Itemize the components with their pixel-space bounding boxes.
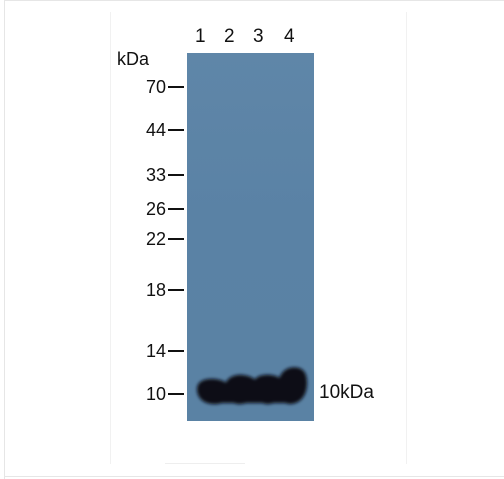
lane-label-3: 3 [253,26,264,47]
lane-label-2: 2 [224,26,235,47]
top-frame-border [4,0,504,1]
marker-value: 10 [145,384,166,404]
lane-label-4: 4 [284,26,295,47]
blot-membrane [187,53,314,421]
marker-unit-label: kDa [117,49,150,69]
marker-value: 33 [145,165,166,185]
marker-22: 22 [146,230,184,248]
marker-value: 70 [145,77,166,97]
band-connector [209,383,297,403]
marker-44: 44 [146,121,184,139]
marker-value: 22 [145,229,166,249]
marker-tick [168,174,184,176]
marker-10: 10 [146,385,184,403]
inner-left-guide [110,12,111,464]
bottom-frame-border [4,476,504,477]
left-frame-border [4,0,5,479]
marker-value: 18 [145,280,166,300]
caption-placeholder [165,463,245,464]
marker-value: 44 [145,120,166,140]
marker-value: 26 [145,199,166,219]
marker-tick [168,208,184,210]
lane-label-1: 1 [195,26,206,47]
marker-tick [168,289,184,291]
protein-bands [197,367,307,405]
marker-value: 14 [145,341,166,361]
marker-14: 14 [146,342,184,360]
band-size-label: 10kDa [319,382,374,403]
marker-26: 26 [146,200,184,218]
marker-tick [168,393,184,395]
marker-70: 70 [146,78,184,96]
marker-tick [168,86,184,88]
marker-33: 33 [146,166,184,184]
inner-right-guide [406,12,407,464]
marker-tick [168,129,184,131]
marker-18: 18 [146,281,184,299]
marker-tick [168,238,184,240]
marker-tick [168,350,184,352]
